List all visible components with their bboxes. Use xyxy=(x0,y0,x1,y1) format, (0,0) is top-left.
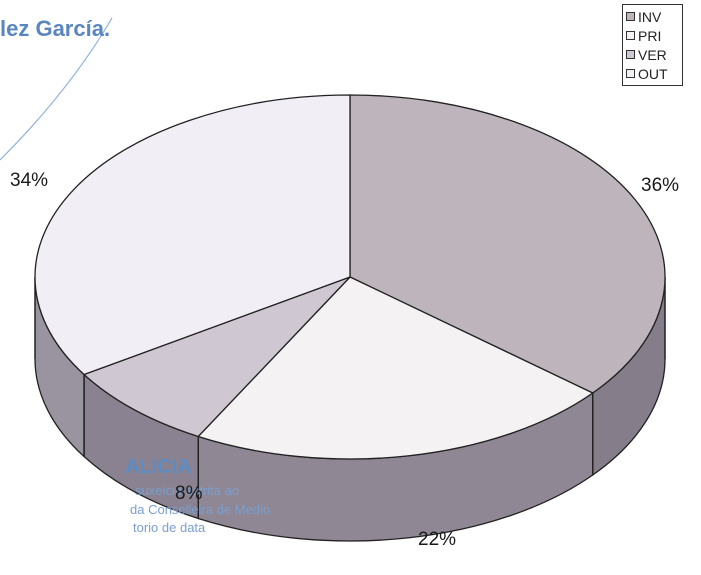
slice-label-ver: 8% xyxy=(175,483,203,504)
pie-slice-ver xyxy=(82,276,351,438)
legend-label: INV xyxy=(638,8,662,25)
slice-label-pri: 22% xyxy=(418,529,457,550)
stamp-line-3: torio de data xyxy=(133,520,206,535)
pie-slice-pri xyxy=(197,276,594,460)
legend-swatch xyxy=(626,12,635,21)
legend-label: VER xyxy=(638,46,667,63)
slice-label-out: 34% xyxy=(10,170,49,191)
legend-swatch xyxy=(626,69,635,78)
pie-slice-inv xyxy=(349,94,666,394)
legend-item: INV xyxy=(626,7,682,26)
legend-swatch xyxy=(626,50,635,59)
slice-label-inv: 36% xyxy=(641,175,680,196)
legend-swatch xyxy=(626,31,635,40)
stamp-name-text: lez García. xyxy=(0,16,111,41)
stamp-line-2: da Conselleira de Medio xyxy=(130,502,271,517)
legend-item: PRI xyxy=(626,26,682,45)
chart-legend: INV PRI VER OUT xyxy=(622,4,683,86)
legend-item: OUT xyxy=(626,64,682,83)
stamp-line-1: suxeició estrita ao xyxy=(135,483,240,498)
stamp-signature-stroke xyxy=(0,17,113,161)
stamp-org-text: ALICIA xyxy=(125,456,192,478)
legend-label: OUT xyxy=(638,65,668,82)
pie-slice-out xyxy=(34,94,351,376)
legend-label: PRI xyxy=(638,27,662,44)
legend-item: VER xyxy=(626,45,682,64)
